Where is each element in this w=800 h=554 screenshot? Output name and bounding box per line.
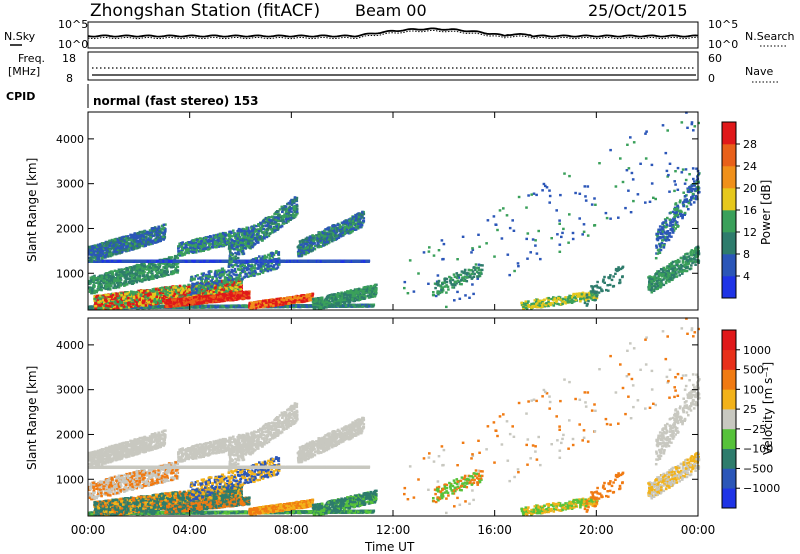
cpid-panel: CPID normal (fast stereo) 153: [6, 84, 259, 108]
noise-panel: N.Sky 10^5 10^0 10^5 10^0 N.Search: [4, 18, 795, 51]
freq-right-tick-low: 0: [708, 72, 715, 85]
freq-left-tick-low: 8: [66, 72, 73, 85]
beam-label: Beam 00: [355, 1, 427, 20]
noise-right-label: N.Search: [745, 30, 795, 43]
freq-left-label: Freq.: [18, 52, 45, 65]
freq-panel: Freq. [MHz] 18 8 60 0 Nave: [8, 52, 778, 85]
radar-summary-plot: Zhongshan Station (fitACF) Beam 00 25/Oc…: [0, 0, 800, 554]
noise-left-tick-low: 10^0: [58, 38, 88, 51]
noise-right-tick-low: 10^0: [708, 38, 738, 51]
freq-left-unit: [MHz]: [8, 65, 40, 78]
power-heatmap-cells: [88, 111, 701, 310]
noise-right-tick-high: 10^5: [708, 18, 738, 31]
cpid-label: CPID: [6, 90, 35, 103]
freq-right-label: Nave: [745, 65, 773, 78]
station-title: Zhongshan Station (fitACF): [90, 1, 320, 21]
cpid-text: normal (fast stereo) 153: [93, 94, 259, 108]
noise-left-tick-high: 10^5: [58, 18, 88, 31]
freq-right-tick-high: 60: [708, 52, 722, 65]
freq-left-tick-high: 18: [62, 52, 76, 65]
date-label: 25/Oct/2015: [588, 1, 688, 20]
freq-panel-frame: [88, 52, 698, 80]
noise-left-label: N.Sky: [4, 30, 36, 43]
